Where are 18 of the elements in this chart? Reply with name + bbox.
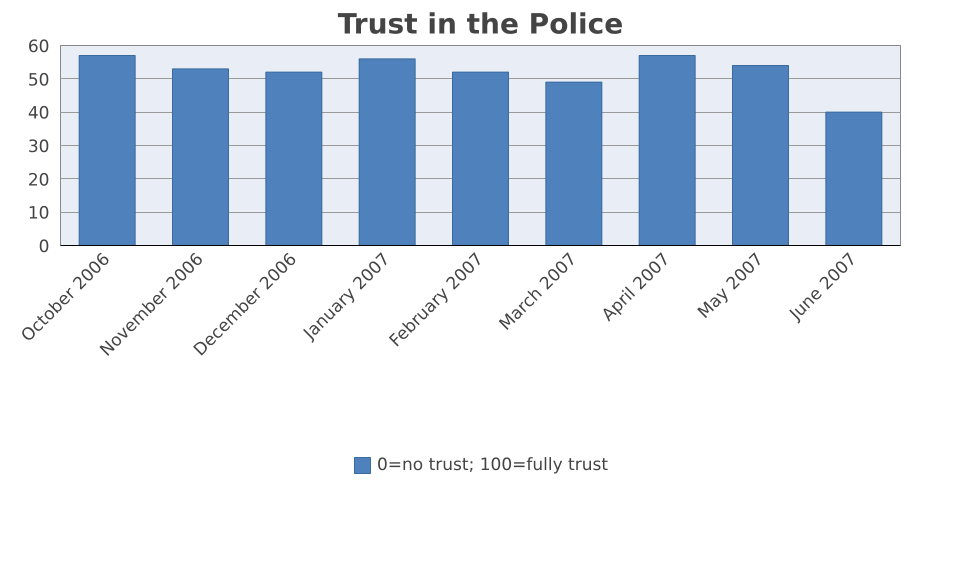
bar — [358, 58, 416, 246]
bar — [732, 65, 789, 246]
bar — [545, 82, 602, 246]
bar — [638, 55, 696, 246]
y-tick-label: 0 — [38, 237, 50, 257]
bar — [265, 72, 322, 246]
y-tick-label: 40 — [28, 104, 50, 124]
bar — [78, 55, 136, 246]
bar — [172, 68, 229, 246]
y-tick-label: 10 — [28, 204, 50, 224]
bar — [825, 112, 882, 246]
legend-label: 0=no trust; 100=fully trust — [376, 455, 608, 475]
y-tick-label: 50 — [28, 70, 50, 90]
y-tick-label: 60 — [28, 37, 50, 57]
y-tick-label: 30 — [28, 137, 50, 157]
bar — [452, 72, 509, 246]
y-tick-label: 20 — [28, 170, 50, 190]
chart-title: Trust in the Police — [338, 8, 624, 40]
